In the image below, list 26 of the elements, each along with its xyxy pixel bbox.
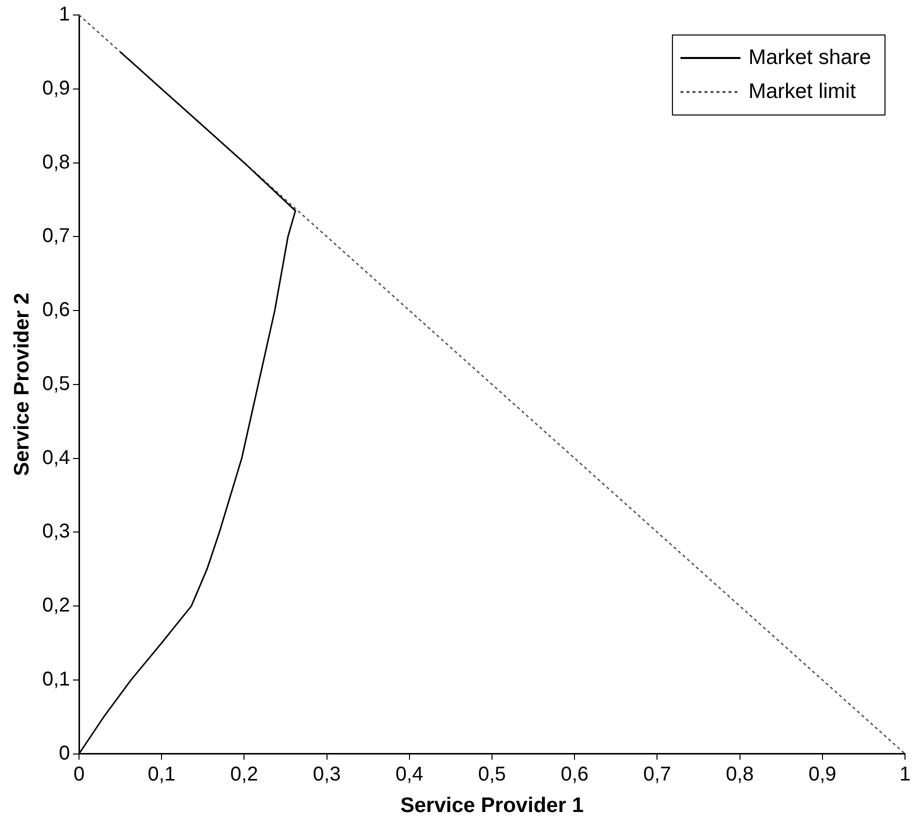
y-tick-label: 0,9 <box>42 77 70 100</box>
x-tick-label: 0,7 <box>643 763 672 786</box>
x-tick-label: 0,6 <box>560 763 589 786</box>
legend-label: Market limit <box>748 80 856 103</box>
y-tick-label: 0,8 <box>42 151 70 174</box>
x-tick-label: 0,9 <box>808 763 836 786</box>
x-tick-label: 0 <box>73 763 85 786</box>
y-tick-label: 0,1 <box>42 668 70 690</box>
x-tick-label: 1 <box>899 763 911 786</box>
x-tick-label: 0,5 <box>478 763 506 786</box>
x-tick-label: 0,8 <box>726 763 754 786</box>
y-tick-label: 0,7 <box>42 225 70 248</box>
x-tick-label: 0,1 <box>148 763 176 786</box>
x-axis-title: Service Provider 1 <box>400 794 584 818</box>
y-tick-label: 0,2 <box>42 594 70 617</box>
legend-label: Market share <box>748 46 871 69</box>
y-tick-label: 0,3 <box>42 520 70 543</box>
y-tick-label: 1 <box>58 4 70 26</box>
x-tick-label: 0,3 <box>312 763 341 786</box>
y-tick-label: 0,5 <box>42 372 70 395</box>
x-tick-label: 0,2 <box>230 763 258 786</box>
y-tick-label: 0,6 <box>42 299 70 322</box>
y-tick-label: 0,4 <box>42 446 70 469</box>
y-tick-label: 0 <box>58 742 70 764</box>
y-axis-title: Service Provider 2 <box>10 292 34 476</box>
x-tick-label: 0,4 <box>395 763 424 786</box>
